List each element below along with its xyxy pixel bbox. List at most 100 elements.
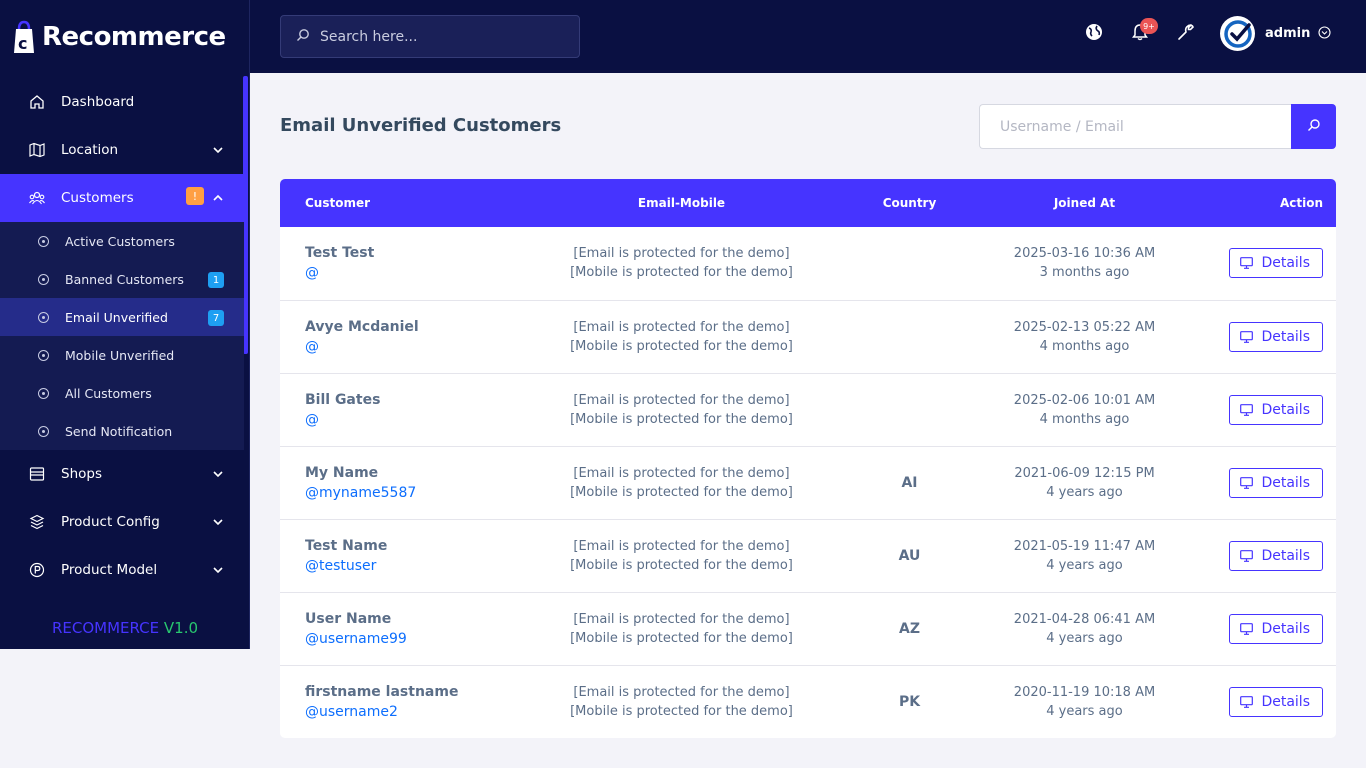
- submenu-item-active-customers[interactable]: Active Customers: [0, 222, 244, 260]
- joined-date: 2025-02-13 05:22 AM: [1013, 319, 1156, 335]
- customer-username-link[interactable]: @: [305, 265, 319, 282]
- submenu-item-mobile-unverified[interactable]: Mobile Unverified: [0, 336, 244, 374]
- customer-cell: Test Test @: [280, 227, 530, 300]
- chevron-down-icon: [212, 516, 224, 532]
- count-badge: 1: [208, 272, 224, 288]
- sidebar-item-customers[interactable]: Customers !: [0, 174, 244, 222]
- joined-date: 2020-11-19 10:18 AM: [1013, 684, 1156, 700]
- customer-filter: [979, 104, 1336, 149]
- joined-ago: 4 years ago: [1046, 557, 1123, 573]
- customers-table: Customer Email-Mobile Country Joined At …: [280, 179, 1336, 738]
- customer-username-link[interactable]: @myname5587: [305, 484, 417, 501]
- email-text: [Email is protected for the demo]: [573, 684, 790, 700]
- username-email-input[interactable]: [979, 104, 1291, 149]
- details-button[interactable]: Details: [1229, 613, 1323, 644]
- column-header-joined-at: Joined At: [1053, 196, 1116, 210]
- email-text: [Email is protected for the demo]: [573, 465, 790, 481]
- mobile-text: [Mobile is protected for the demo]: [570, 338, 793, 354]
- submenu-item-banned-customers[interactable]: Banned Customers 1: [0, 260, 244, 298]
- joined-ago: 4 months ago: [1039, 338, 1130, 354]
- sidebar-scrollbar[interactable]: [243, 76, 248, 354]
- count-badge: 7: [208, 310, 224, 326]
- wrench-icon[interactable]: [1176, 22, 1196, 42]
- customers-submenu: Active Customers Banned Customers 1 Emai…: [0, 222, 244, 450]
- table-row: My Name @myname5587 [Email is protected …: [280, 446, 1336, 519]
- country-cell: [833, 373, 986, 446]
- circle-dot-icon: [38, 273, 49, 285]
- details-button[interactable]: Details: [1229, 321, 1323, 352]
- sidebar-item-product-config[interactable]: Product Config: [0, 498, 244, 546]
- details-button[interactable]: Details: [1229, 248, 1323, 279]
- sidebar-item-label: Customers: [61, 190, 134, 206]
- bell-icon[interactable]: 9+: [1130, 18, 1158, 42]
- country-cell: AU: [898, 547, 921, 564]
- version-number: V1.0: [163, 619, 199, 637]
- chevron-circle-down-icon: [1318, 24, 1331, 43]
- joined-ago: 4 years ago: [1046, 484, 1123, 500]
- table-row: Test Test @ [Email is protected for the …: [280, 227, 1336, 300]
- details-button[interactable]: Details: [1229, 686, 1323, 717]
- customer-name: User Name: [305, 610, 392, 627]
- desktop-icon: [1240, 257, 1254, 270]
- joined-ago: 3 months ago: [1039, 265, 1130, 281]
- notification-badge: 9+: [1140, 18, 1158, 34]
- sidebar-item-product-model[interactable]: Product Model: [0, 546, 244, 594]
- table-header-row: Customer Email-Mobile Country Joined At …: [280, 179, 1336, 227]
- search-input[interactable]: [320, 28, 560, 45]
- column-header-action: Action: [1279, 196, 1323, 210]
- submenu-item-label: Mobile Unverified: [65, 347, 175, 363]
- customer-username-link[interactable]: @testuser: [305, 557, 377, 574]
- table-row: Avye Mcdaniel @ [Email is protected for …: [280, 300, 1336, 373]
- customer-username-link[interactable]: @: [305, 411, 319, 428]
- joined-cell: 2020-11-19 10:18 AM 4 years ago: [986, 665, 1183, 738]
- customer-name: Test Test: [305, 245, 375, 262]
- topbar: 9+ admin: [250, 0, 1366, 73]
- customer-username-link[interactable]: @username99: [305, 630, 407, 647]
- details-label: Details: [1261, 620, 1310, 637]
- brand-logo-icon: c: [14, 20, 34, 53]
- submenu-item-send-notification[interactable]: Send Notification: [0, 412, 244, 450]
- country-cell: AI: [901, 474, 918, 491]
- submenu-item-email-unverified[interactable]: Email Unverified 7: [0, 298, 244, 336]
- circle-dot-icon: [38, 349, 49, 361]
- customer-username-link[interactable]: @username2: [305, 703, 398, 720]
- joined-date: 2021-06-09 12:15 PM: [1014, 465, 1155, 481]
- sidebar-item-location[interactable]: Location: [0, 126, 244, 174]
- globe-icon[interactable]: [1084, 22, 1104, 42]
- chevron-down-icon: [212, 468, 224, 484]
- joined-date: 2021-05-19 11:47 AM: [1013, 538, 1156, 554]
- joined-cell: 2021-06-09 12:15 PM 4 years ago: [986, 446, 1183, 519]
- details-button[interactable]: Details: [1229, 467, 1323, 498]
- email-text: [Email is protected for the demo]: [573, 319, 790, 335]
- user-menu[interactable]: admin: [1220, 16, 1331, 51]
- mobile-text: [Mobile is protected for the demo]: [570, 557, 793, 573]
- app-version: RECOMMERCE V1.0: [0, 619, 250, 637]
- customer-username-link[interactable]: @: [305, 338, 319, 355]
- brand[interactable]: c Recommerce: [0, 0, 249, 73]
- customer-cell: Test Name @testuser: [280, 519, 530, 592]
- customer-cell: Bill Gates @: [280, 373, 530, 446]
- filter-search-button[interactable]: [1291, 104, 1336, 149]
- table-row: firstname lastname @username2 [Email is …: [280, 665, 1336, 738]
- email-text: [Email is protected for the demo]: [573, 246, 790, 262]
- submenu-item-label: Banned Customers: [65, 271, 184, 287]
- sidebar-item-shops[interactable]: Shops: [0, 450, 244, 498]
- details-button[interactable]: Details: [1229, 540, 1323, 571]
- country-cell: AZ: [899, 620, 920, 637]
- sidebar-item-label: Location: [61, 142, 119, 158]
- joined-ago: 4 months ago: [1039, 411, 1130, 427]
- action-cell: Details: [1183, 373, 1336, 446]
- details-button[interactable]: Details: [1229, 394, 1323, 425]
- submenu-item-all-customers[interactable]: All Customers: [0, 374, 244, 412]
- p-circle-icon: [29, 562, 45, 578]
- table-row: User Name @username99 [Email is protecte…: [280, 592, 1336, 665]
- joined-cell: 2021-05-19 11:47 AM 4 years ago: [986, 519, 1183, 592]
- country-cell: [833, 227, 986, 300]
- circle-dot-icon: [38, 387, 49, 399]
- map-icon: [29, 142, 45, 158]
- column-header-country: Country: [882, 196, 937, 210]
- global-search[interactable]: [280, 15, 580, 58]
- sidebar-item-dashboard[interactable]: Dashboard: [0, 78, 244, 126]
- details-label: Details: [1261, 328, 1310, 345]
- submenu-item-label: Email Unverified: [65, 309, 168, 325]
